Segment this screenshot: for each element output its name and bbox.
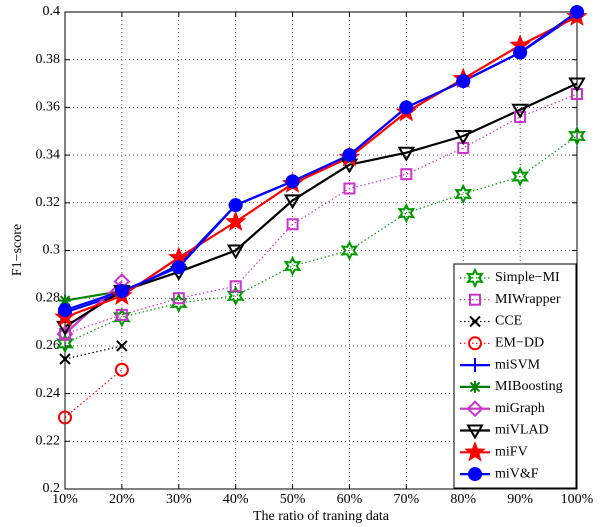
y-tick-label: 0.2 [43,481,61,496]
marker [570,5,584,19]
marker [342,148,357,163]
x-tick-label: 30% [166,492,192,507]
marker [169,292,188,314]
marker [283,255,302,277]
marker [568,125,586,147]
legend-label: miFV [495,445,528,460]
marker [283,194,302,210]
marker [59,327,71,340]
marker [468,467,482,482]
legend-label: miV&F [495,466,539,481]
legend-label: miSVM [495,357,541,372]
marker [112,306,131,328]
x-tick-label: 40% [223,492,249,507]
x-tick-label: 80% [450,492,476,507]
marker [454,130,472,146]
marker [116,340,128,352]
marker [115,308,128,321]
y-tick-label: 0.32 [36,195,61,210]
y-tick-label: 0.38 [36,52,61,67]
legend-label: MIWrapper [495,292,561,307]
marker [226,285,245,307]
marker [466,267,484,289]
legend-label: Simple−MI [495,270,560,285]
marker [513,45,528,60]
marker [468,358,482,373]
x-tick-label: 90% [507,492,533,507]
marker [228,198,243,213]
y-tick-label: 0.3 [43,243,61,258]
marker [114,284,129,299]
marker [56,333,74,354]
series-line [64,11,578,312]
marker [469,315,481,328]
marker [343,182,356,195]
marker [114,362,129,377]
marker [466,424,484,440]
legend-label: miGraph [495,401,545,416]
marker [226,244,245,260]
marker [454,183,473,205]
marker [397,146,416,162]
y-tick-label: 0.26 [36,338,61,353]
marker [229,280,242,293]
marker [399,100,414,115]
marker [568,77,586,93]
marker [56,325,74,343]
y-tick-label: 0.36 [36,100,61,115]
x-tick-label: 50% [280,492,306,507]
marker [511,103,529,119]
marker [466,400,484,418]
y-tick-label: 0.34 [36,147,61,162]
marker [456,74,471,89]
series-line [64,82,578,328]
marker [285,174,300,189]
series-line [64,369,123,418]
x-tick-label: 70% [393,492,419,507]
marker [171,260,186,275]
marker [514,110,527,123]
marker [468,336,482,351]
y-tick-label: 0.24 [36,386,61,401]
marker [464,440,486,462]
legend: Simple−MI MIWrapper CCE EM−DD miSVM MIBoostin… [453,263,577,489]
y-tick-label: 0.4 [43,4,61,19]
legend-label: CCE [495,314,522,329]
y-tick-label: 0.22 [36,434,61,449]
series-line [64,135,578,345]
x-axis-label: The ratio of traning data [253,509,390,524]
marker [469,293,481,306]
marker [469,380,481,393]
marker [59,294,71,307]
marker [400,168,413,181]
marker [511,166,530,187]
marker [58,303,72,318]
y-tick-label: 0.28 [36,290,61,305]
marker [397,202,416,224]
series-line [64,345,123,360]
legend-label: MIBoosting [495,379,563,394]
marker [59,353,71,365]
marker [340,240,359,261]
x-tick-label: 10% [52,492,78,507]
x-tick-label: 100% [561,492,594,507]
plot-frame [64,11,578,490]
marker [58,410,72,425]
x-tick-label: 20% [109,492,135,507]
x-tick-label: 60% [337,492,363,507]
marker [172,292,185,305]
series-line [64,15,578,319]
legend-label: EM−DD [495,336,544,351]
marker [224,210,247,232]
marker [286,218,299,231]
y-axis-label: F1−score [10,224,25,276]
legend-label: miVLAD [495,423,549,438]
